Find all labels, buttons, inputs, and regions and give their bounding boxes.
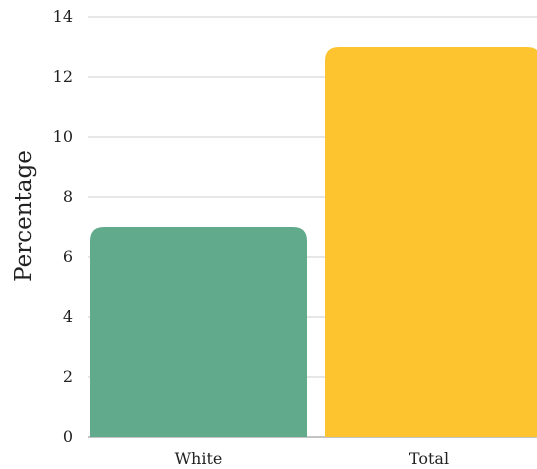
y-tick-label-14: 14 <box>53 7 73 26</box>
y-tick-label-10: 10 <box>53 127 73 146</box>
bar-white <box>90 227 307 437</box>
x-axis-ticks: White Total <box>175 449 449 468</box>
y-axis-title: Percentage <box>11 150 37 282</box>
y-tick-label-8: 8 <box>63 187 73 206</box>
x-tick-label-total: Total <box>409 449 449 468</box>
y-tick-label-2: 2 <box>63 367 73 386</box>
bars <box>90 47 537 437</box>
y-tick-label-0: 0 <box>63 427 73 446</box>
bar-total <box>325 47 537 437</box>
y-tick-label-12: 12 <box>53 67 73 86</box>
y-tick-label-6: 6 <box>63 247 73 266</box>
x-tick-label-white: White <box>175 449 223 468</box>
y-axis-ticks: 0 2 4 6 8 10 12 14 <box>53 7 73 446</box>
y-tick-label-4: 4 <box>63 307 73 326</box>
